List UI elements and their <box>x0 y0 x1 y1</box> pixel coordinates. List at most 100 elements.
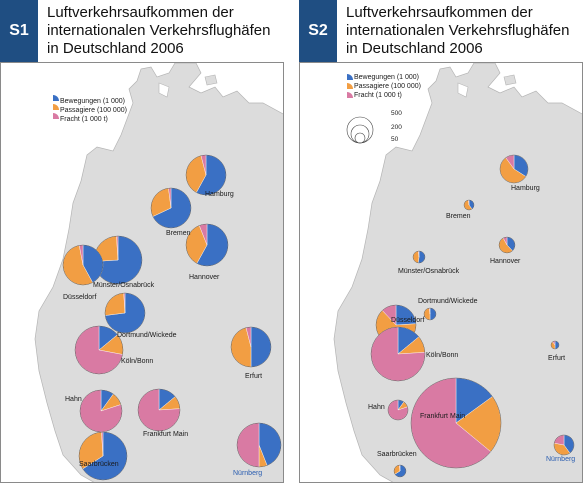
airport-label: Hannover <box>490 258 521 265</box>
airport-label: Bremen <box>446 213 471 220</box>
scale-label: 50 <box>391 136 399 143</box>
map-frame: Bewegungen (1 000) Passagiere (100 000) … <box>299 62 583 483</box>
legend-swatch <box>53 95 59 101</box>
airport-pie <box>78 431 128 481</box>
title-line: Luftverkehrsaufkommen der <box>346 4 533 21</box>
airport-label: Düsseldorf <box>391 317 425 324</box>
airport-pie <box>410 377 502 469</box>
legend-swatch <box>347 74 353 80</box>
legend: Bewegungen (1 000) Passagiere (100 000) … <box>53 95 127 123</box>
airport-pie <box>553 434 575 456</box>
legend-item-movements: Bewegungen (1 000) <box>53 95 125 105</box>
airport-pie <box>185 223 229 267</box>
airport-pie <box>370 326 426 382</box>
airport-pie <box>498 236 516 254</box>
map-canvas: Bewegungen (1 000) Passagiere (100 000) … <box>34 63 283 482</box>
title-line: in Deutschland 2006 <box>47 40 184 57</box>
pie-outline <box>410 377 502 469</box>
scale-label: 200 <box>391 124 402 131</box>
airport-label: Hamburg <box>511 185 540 192</box>
airport-label: Köln/Bonn <box>121 358 153 365</box>
title-line: internationalen Verkehrsflughäfen <box>47 22 271 39</box>
airport-label: Saarbrücken <box>377 451 417 458</box>
scale-label: 500 <box>391 110 402 117</box>
airport-label: Frankfurt Main <box>143 431 188 438</box>
legend: Bewegungen (1 000) Passagiere (100 000) … <box>346 74 421 144</box>
airport-pie <box>423 307 437 321</box>
pie-outline <box>463 199 475 211</box>
airport-pie <box>79 389 123 433</box>
legend-label: Passagiere (100 000) <box>60 107 127 114</box>
airport-pie <box>104 292 146 334</box>
scale-circle <box>346 116 374 144</box>
airport-label: Bremen <box>166 230 191 237</box>
legend-swatch <box>53 104 59 110</box>
airport-label: Dortmund/Wickede <box>117 332 177 339</box>
airport-pie <box>62 244 104 286</box>
legend-label: Bewegungen (1 000) <box>60 98 125 105</box>
airport-pie <box>412 250 426 264</box>
title-line: Luftverkehrsaufkommen der <box>47 4 234 21</box>
map-title: Luftverkehrsaufkommen der internationale… <box>346 4 583 58</box>
airport-pie <box>150 187 192 229</box>
airport-label: Erfurt <box>245 373 262 380</box>
airport-label: Erfurt <box>548 355 565 362</box>
panel-s2: S2 Luftverkehrsaufkommen der internation… <box>299 0 583 485</box>
pie-outline <box>498 236 516 254</box>
coast-inlet <box>457 82 469 98</box>
map-title: Luftverkehrsaufkommen der internationale… <box>47 4 285 58</box>
pie-outline <box>412 250 426 264</box>
legend-item-movements: Bewegungen (1 000) <box>347 74 419 81</box>
pie-outline <box>74 325 124 375</box>
pie-outline <box>553 434 575 456</box>
title-line: internationalen Verkehrsflughäfen <box>346 22 570 39</box>
airport-label: Münster/Osnabrück <box>398 268 460 275</box>
airport-label: Köln/Bonn <box>426 352 458 359</box>
legend-item-freight: Fracht (1 000 t) <box>347 92 402 99</box>
pie-outline <box>78 431 128 481</box>
pie-outline <box>137 388 181 432</box>
pie-outline <box>370 326 426 382</box>
map-canvas: Bewegungen (1 000) Passagiere (100 000) … <box>333 63 582 482</box>
airport-pie <box>550 340 560 350</box>
airport-pie <box>393 464 407 478</box>
legend-swatch <box>347 83 353 89</box>
airport-pie <box>463 199 475 211</box>
airport-label: Hamburg <box>205 191 234 198</box>
legend-item-freight: Fracht (1 000 t) <box>53 113 108 123</box>
legend-swatch <box>347 92 353 98</box>
airport-label: Hahn <box>368 404 385 411</box>
airport-label: Saarbrücken <box>79 461 119 468</box>
panel-s1: S1 Luftverkehrsaufkommen der internation… <box>0 0 284 485</box>
coast-island <box>503 74 517 86</box>
pie-outline <box>550 340 560 350</box>
airport-label: Frankfurt Main <box>420 413 465 420</box>
airport-label: Hahn <box>65 396 82 403</box>
pie-outline <box>236 422 282 468</box>
coast-inlet <box>158 82 170 98</box>
size-scale: 500 200 50 <box>346 110 402 144</box>
airport-label: Nürnberg <box>546 456 575 463</box>
airport-pie <box>499 154 529 184</box>
pie-outline <box>185 223 229 267</box>
pie-outline <box>230 326 272 368</box>
legend-label: Fracht (1 000 t) <box>60 116 108 123</box>
coast-island <box>204 74 218 86</box>
pie-outline <box>423 307 437 321</box>
airport-pie <box>236 422 282 468</box>
legend-label: Passagiere (100 000) <box>354 83 421 90</box>
map-badge: S2 <box>299 0 337 62</box>
airport-label: Nürnberg <box>233 470 262 477</box>
pie-outline <box>387 399 409 421</box>
pie-layer <box>370 154 575 478</box>
pie-outline <box>185 154 227 196</box>
airport-pie <box>230 326 272 368</box>
title-line: in Deutschland 2006 <box>346 40 483 57</box>
pie-layer <box>62 154 282 481</box>
map-badge: S1 <box>0 0 38 62</box>
airport-pie <box>185 154 227 196</box>
legend-label: Bewegungen (1 000) <box>354 74 419 81</box>
legend-item-passengers: Passagiere (100 000) <box>53 104 127 114</box>
airport-label: Münster/Osnabrück <box>93 282 155 289</box>
pie-outline <box>393 464 407 478</box>
